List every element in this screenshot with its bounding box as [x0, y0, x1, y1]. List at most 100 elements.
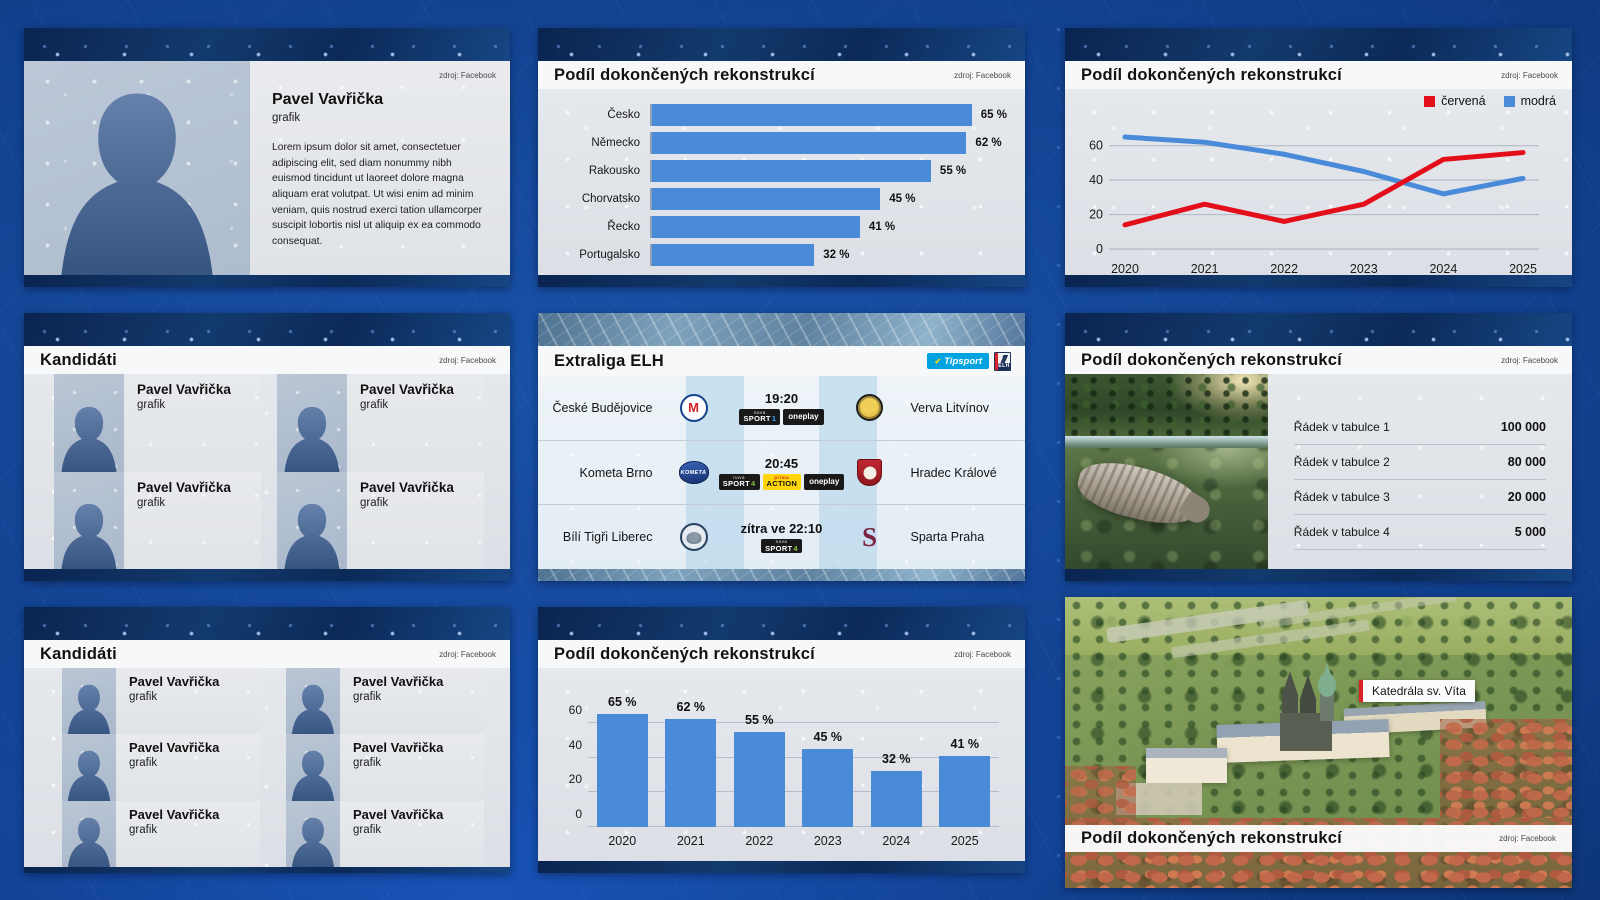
bar-value-label: 41 %	[868, 221, 896, 233]
tv-badge-nova-sport-icon: nova SPORT1	[739, 408, 781, 425]
slide-table-image[interactable]: Podíl dokončených rekonstrukcí zdroj: Fa…	[1065, 313, 1572, 581]
away-team-name: Verva Litvínov	[910, 400, 990, 415]
candidate-grid: Pavel Vavřička grafik Pavel Vavřička grafik…	[54, 374, 484, 569]
candidate-role: grafik	[137, 496, 166, 509]
bar-row: Rakousko 55 %	[548, 159, 1007, 183]
slide-title: Podíl dokončených rekonstrukcí	[1081, 829, 1342, 847]
slide-bar-vertical[interactable]: Podíl dokončených rekonstrukcí zdroj: Fa…	[538, 607, 1025, 873]
plexus-texture-strip	[24, 275, 510, 287]
candidate-name: Pavel Vavřička	[137, 479, 231, 495]
team-logo-sparta-praha-icon: S	[861, 521, 878, 552]
bar	[939, 755, 991, 827]
legend-item: modrá	[1503, 94, 1556, 108]
slide-title: Podíl dokončených rekonstrukcí	[554, 644, 815, 663]
svg-text:2023: 2023	[1350, 262, 1378, 276]
candidate-name: Pavel Vavřička	[360, 382, 454, 397]
bar	[870, 771, 922, 827]
team-logo-mountfield-hk-icon	[855, 458, 885, 488]
bar-column: 45 % 2023	[801, 702, 856, 848]
plexus-texture-strip	[24, 607, 510, 640]
plexus-texture-strip	[1065, 28, 1572, 61]
slide-candidates-4[interactable]: Kandidáti zdroj: Facebook Pavel Vavřička…	[24, 313, 510, 581]
tipsport-logo-icon: Tipsport	[927, 353, 989, 369]
bar-value-label: 62 %	[676, 700, 706, 715]
person-silhouette-icon	[67, 750, 111, 801]
slide-hockey-schedule[interactable]: Extraliga ELH Tipsport ELH České Budějov…	[538, 313, 1025, 581]
bar-column: 32 % 2024	[869, 702, 924, 848]
slide-title: Kandidáti	[40, 350, 117, 369]
candidate-photo	[54, 471, 124, 569]
bar-column: 62 % 2021	[664, 700, 719, 848]
bar	[652, 244, 815, 266]
svg-text:2022: 2022	[1270, 262, 1298, 276]
source-label: zdroj: Facebook	[1501, 70, 1558, 80]
candidate-card: Pavel Vavřička grafik	[54, 374, 261, 472]
bar	[652, 104, 972, 126]
slide-candidates-6[interactable]: Kandidáti zdroj: Facebook Pavel Vavřička…	[24, 607, 510, 873]
candidate-card: Pavel Vavřička grafik	[286, 668, 484, 735]
bar-category-label: 2023	[813, 834, 842, 848]
data-table: Řádek v tabulce 1 100 000 Řádek v tabulce …	[1268, 374, 1572, 569]
bar-value-label: 65 %	[980, 109, 1007, 121]
bar-category-label: Rakousko	[588, 165, 640, 177]
team-logo-bili-tygri-liberec-icon	[679, 522, 709, 552]
candidate-name: Pavel Vavřička	[129, 740, 220, 756]
table-row-value: 5 000	[1514, 525, 1546, 539]
person-silhouette-icon	[291, 817, 335, 867]
slide-line-chart[interactable]: Podíl dokončených rekonstrukcí zdroj: Fa…	[1065, 28, 1572, 287]
y-tick-label: 60	[568, 702, 582, 717]
bar	[652, 216, 860, 238]
plexus-texture-strip	[1065, 275, 1572, 287]
plexus-texture-strip	[1065, 569, 1572, 581]
plexus-texture-strip	[24, 867, 510, 873]
candidate-grid: Pavel Vavřička grafik Pavel Vavřička grafik…	[62, 668, 484, 867]
bar-column: 55 % 2022	[732, 702, 787, 848]
person-silhouette-icon	[284, 504, 340, 569]
candidate-role: grafik	[129, 757, 158, 770]
plexus-texture-strip	[1065, 313, 1572, 346]
tv-badge-oneplay-icon: oneplay	[783, 408, 824, 425]
candidate-photo	[286, 800, 340, 867]
candidate-photo	[277, 374, 347, 472]
source-label: zdroj: Facebook	[954, 649, 1011, 659]
match-time: 20:45	[764, 455, 799, 471]
bar	[665, 719, 717, 827]
tv-badge-nova-sport-icon: nova SPORT4	[718, 473, 760, 490]
bar-value-label: 55 %	[939, 165, 967, 177]
table-row: Řádek v tabulce 2 80 000	[1293, 445, 1546, 480]
candidate-card: Pavel Vavřička grafik	[62, 800, 260, 867]
plexus-texture-strip	[24, 28, 510, 61]
slide-prague-photo[interactable]: Katedrála sv. Víta Podíl dokončených rek…	[1065, 597, 1572, 888]
slide-title: Podíl dokončených rekonstrukcí	[1081, 350, 1342, 369]
candidate-photo	[286, 734, 340, 801]
bar-row: Portugalsko 32 %	[548, 243, 1007, 267]
away-team-name: Sparta Praha	[910, 530, 985, 545]
bar-category-label: Německo	[591, 137, 640, 149]
slide-title: Podíl dokončených rekonstrukcí	[1081, 65, 1342, 84]
vertical-bar-chart: 0 20 40 60 65 % 2020 62 % 2021 55 % 2022 45 % 2023 3…	[552, 678, 1005, 855]
slide-profile[interactable]: zdroj: Facebook Pavel Vavřička grafik Lo…	[24, 28, 510, 287]
plexus-texture-strip	[538, 607, 1025, 640]
table-row-label: Řádek v tabulce 4	[1293, 525, 1390, 539]
bar-value-label: 32 %	[882, 752, 911, 767]
match-list: České Budějovice M 19:20 nova SPORT1 oneplay V…	[538, 376, 1025, 569]
bar-category-label: Řecko	[607, 221, 640, 233]
legend-swatch-icon	[1424, 95, 1436, 107]
candidate-photo	[286, 668, 340, 735]
fish-photo	[1065, 374, 1268, 569]
bar-category-label: Chorvatsko	[581, 193, 640, 205]
cathedral-illustration	[1279, 663, 1336, 752]
candidate-name: Pavel Vavřička	[137, 382, 231, 397]
plexus-texture-strip	[538, 861, 1025, 873]
callout-red-bar	[1359, 679, 1364, 702]
table-row-label: Řádek v tabulce 2	[1293, 455, 1390, 469]
table-row-label: Řádek v tabulce 3	[1293, 490, 1390, 504]
person-silhouette-icon	[67, 684, 111, 735]
bar	[596, 714, 648, 827]
slide-bar-horizontal[interactable]: Podíl dokončených rekonstrukcí zdroj: Fa…	[538, 28, 1025, 287]
bar-category-label: 2020	[608, 834, 637, 848]
bar-row: Německo 62 %	[548, 131, 1007, 155]
person-silhouette-icon	[61, 93, 213, 275]
svg-text:2021: 2021	[1191, 262, 1219, 276]
bar-value-label: 45 %	[813, 729, 843, 744]
